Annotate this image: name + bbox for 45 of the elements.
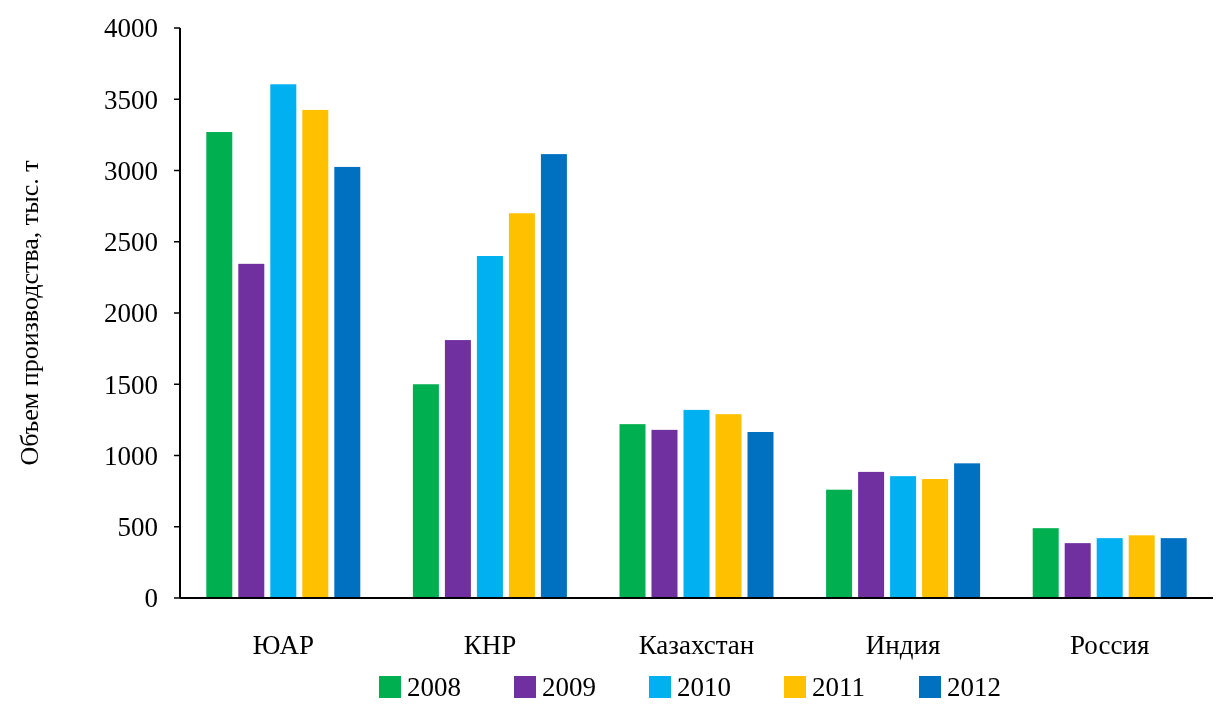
bar: [890, 476, 917, 598]
legend-label: 2008: [407, 672, 461, 703]
bar: [1032, 528, 1059, 598]
bar: [206, 132, 233, 598]
y-tick-label: 2500: [104, 227, 158, 258]
bar: [508, 213, 535, 598]
y-tick-label: 500: [117, 512, 158, 543]
x-tick-label: КНР: [463, 630, 517, 660]
bar: [1160, 538, 1187, 598]
y-tick-label: 0: [144, 583, 158, 614]
bar: [858, 471, 885, 598]
bar: [747, 431, 774, 598]
bar: [270, 84, 297, 598]
bar: [476, 256, 503, 598]
bar: [540, 154, 567, 598]
y-tick-label: 3000: [104, 155, 158, 186]
bar: [651, 429, 678, 598]
bar: [954, 463, 981, 598]
x-tick-label: Россия: [1070, 630, 1150, 660]
bar: [1096, 538, 1123, 598]
bar: [1128, 535, 1155, 598]
y-tick-label: 4000: [104, 13, 158, 44]
bar: [922, 479, 949, 598]
bar: [683, 409, 710, 598]
bar: [619, 424, 646, 598]
bar: [444, 340, 471, 598]
y-axis-title: Объем производства, тыс. т: [15, 160, 44, 466]
legend-label: 2011: [812, 672, 865, 703]
bar: [334, 166, 361, 598]
y-tick-label: 1000: [104, 440, 158, 471]
bar: [715, 414, 742, 598]
x-tick-label: Индия: [865, 630, 941, 660]
bar: [412, 384, 439, 598]
bar: [238, 263, 265, 598]
legend-label: 2012: [947, 672, 1001, 703]
bar: [302, 109, 329, 598]
y-tick-label: 3500: [104, 84, 158, 115]
bar: [826, 489, 853, 598]
y-tick-label: 2000: [104, 298, 158, 329]
legend-label: 2009: [542, 672, 596, 703]
x-tick-label: Казахстан: [638, 630, 755, 660]
bar: [1064, 543, 1091, 598]
y-tick-label: 1500: [104, 369, 158, 400]
x-tick-label: ЮАР: [252, 630, 314, 660]
legend-label: 2010: [677, 672, 731, 703]
